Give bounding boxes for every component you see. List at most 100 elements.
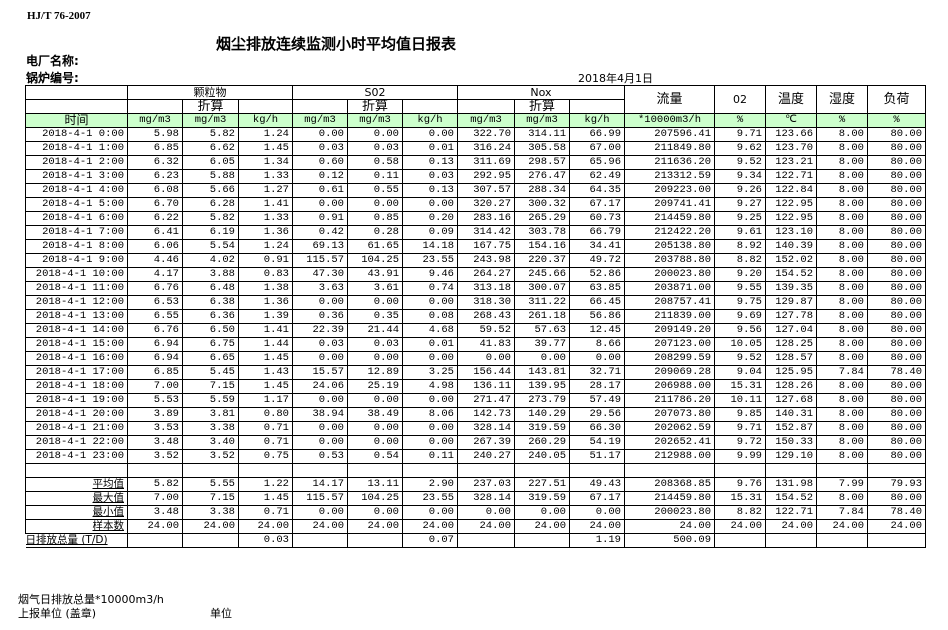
value-cell: 212988.00 [624, 449, 715, 464]
value-cell: 3.63 [292, 281, 348, 296]
row-label: 2018-4-1 17:00 [25, 365, 128, 380]
value-cell: 207123.00 [624, 337, 715, 352]
value-cell: 6.41 [127, 225, 183, 240]
value-cell: 9.20 [714, 267, 766, 282]
value-cell: 288.34 [514, 183, 570, 198]
value-cell: 8.00 [816, 141, 868, 156]
unit-cell: % [714, 113, 766, 128]
value-cell: 122.95 [765, 197, 817, 212]
unit-cell: kg/h [402, 113, 458, 128]
value-cell: 7.00 [127, 379, 183, 394]
value-cell: 6.75 [182, 337, 239, 352]
value-cell: 237.03 [457, 477, 515, 492]
value-cell: 0.00 [292, 421, 348, 436]
value-cell: 8.66 [569, 337, 625, 352]
empty-cell [238, 99, 293, 114]
value-cell: 4.98 [402, 379, 458, 394]
unit-cell: kg/h [569, 113, 625, 128]
value-cell: 3.40 [182, 435, 239, 450]
value-cell: 9.52 [714, 351, 766, 366]
value-cell: 3.52 [182, 449, 239, 464]
value-cell: 316.24 [457, 141, 515, 156]
value-cell: 1.45 [238, 141, 293, 156]
value-cell: 80.00 [867, 407, 926, 422]
value-cell: 202652.41 [624, 435, 715, 450]
value-cell: 154.16 [514, 239, 570, 254]
empty-cell [569, 99, 625, 114]
data-row: 2018-4-1 18:00 7.00 7.15 1.45 24.06 25.19 4.98… [25, 379, 926, 394]
empty-cell [569, 463, 625, 478]
value-cell: 8.00 [816, 253, 868, 268]
data-row: 2018-4-1 14:00 6.76 6.50 1.41 22.39 21.44 4.68… [25, 323, 926, 338]
data-row: 2018-4-1 9:00 4.46 4.02 0.91 115.57 104.25 23.… [25, 253, 926, 268]
value-cell: 24.00 [127, 519, 183, 534]
value-cell: 136.11 [457, 379, 515, 394]
value-cell: 24.00 [514, 519, 570, 534]
value-cell: 3.38 [182, 505, 239, 520]
value-cell: 5.66 [182, 183, 239, 198]
value-cell: 8.00 [816, 267, 868, 282]
value-cell: 32.71 [569, 365, 625, 380]
value-cell: 80.00 [867, 309, 926, 324]
value-cell: 139.35 [765, 281, 817, 296]
value-cell: 0.07 [402, 533, 458, 548]
value-cell: 212422.20 [624, 225, 715, 240]
value-cell: 122.71 [765, 169, 817, 184]
value-cell: 154.52 [765, 267, 817, 282]
value-cell: 283.16 [457, 211, 515, 226]
unit-cell: mg/m3 [347, 113, 403, 128]
value-cell: 0.71 [238, 435, 293, 450]
value-cell: 150.33 [765, 435, 817, 450]
unit-cell: mg/m3 [182, 113, 239, 128]
value-cell: 6.94 [127, 351, 183, 366]
value-cell: 5.59 [182, 393, 239, 408]
value-cell: 319.59 [514, 421, 570, 436]
row-label: 2018-4-1 16:00 [25, 351, 128, 366]
value-cell: 9.85 [714, 407, 766, 422]
value-cell: 1.45 [238, 351, 293, 366]
unit-cell: mg/m3 [457, 113, 515, 128]
value-cell: 300.07 [514, 281, 570, 296]
value-cell: 5.55 [182, 477, 239, 492]
value-cell: 9.61 [714, 225, 766, 240]
value-cell: 6.65 [182, 351, 239, 366]
value-cell: 6.53 [127, 295, 183, 310]
value-cell: 8.00 [816, 393, 868, 408]
row-label: 最大值 [25, 491, 128, 506]
value-cell: 0.60 [292, 155, 348, 170]
value-cell: 6.70 [127, 197, 183, 212]
value-cell: 6.50 [182, 323, 239, 338]
value-cell: 128.26 [765, 379, 817, 394]
value-cell: 9.34 [714, 169, 766, 184]
value-cell: 125.95 [765, 365, 817, 380]
value-cell: 14.18 [402, 239, 458, 254]
value-cell: 0.85 [347, 211, 403, 226]
value-cell: 24.00 [624, 519, 715, 534]
value-cell: 123.10 [765, 225, 817, 240]
value-cell: 8.00 [816, 337, 868, 352]
value-cell: 24.00 [714, 519, 766, 534]
row-label: 2018-4-1 3:00 [25, 169, 128, 184]
value-cell: 39.77 [514, 337, 570, 352]
data-row: 2018-4-1 0:00 5.98 5.82 1.24 0.00 0.00 0.00 322… [25, 127, 926, 142]
row-label: 2018-4-1 12:00 [25, 295, 128, 310]
value-cell: 66.45 [569, 295, 625, 310]
value-cell: 167.75 [457, 239, 515, 254]
value-cell: 0.58 [347, 155, 403, 170]
value-cell: 15.57 [292, 365, 348, 380]
value-cell: 52.86 [569, 267, 625, 282]
value-cell: 142.73 [457, 407, 515, 422]
value-cell: 80.00 [867, 379, 926, 394]
value-cell: 6.08 [127, 183, 183, 198]
value-cell: 24.00 [457, 519, 515, 534]
row-label: 2018-4-1 0:00 [25, 127, 128, 142]
value-cell: 80.00 [867, 183, 926, 198]
empty-cell [25, 99, 128, 114]
time-header: 时间 [25, 113, 128, 128]
value-cell: 9.62 [714, 141, 766, 156]
value-cell: 127.68 [765, 393, 817, 408]
value-cell: 9.56 [714, 323, 766, 338]
value-cell: 500.09 [624, 533, 715, 548]
value-cell: 214459.80 [624, 491, 715, 506]
value-cell: 0.28 [347, 225, 403, 240]
